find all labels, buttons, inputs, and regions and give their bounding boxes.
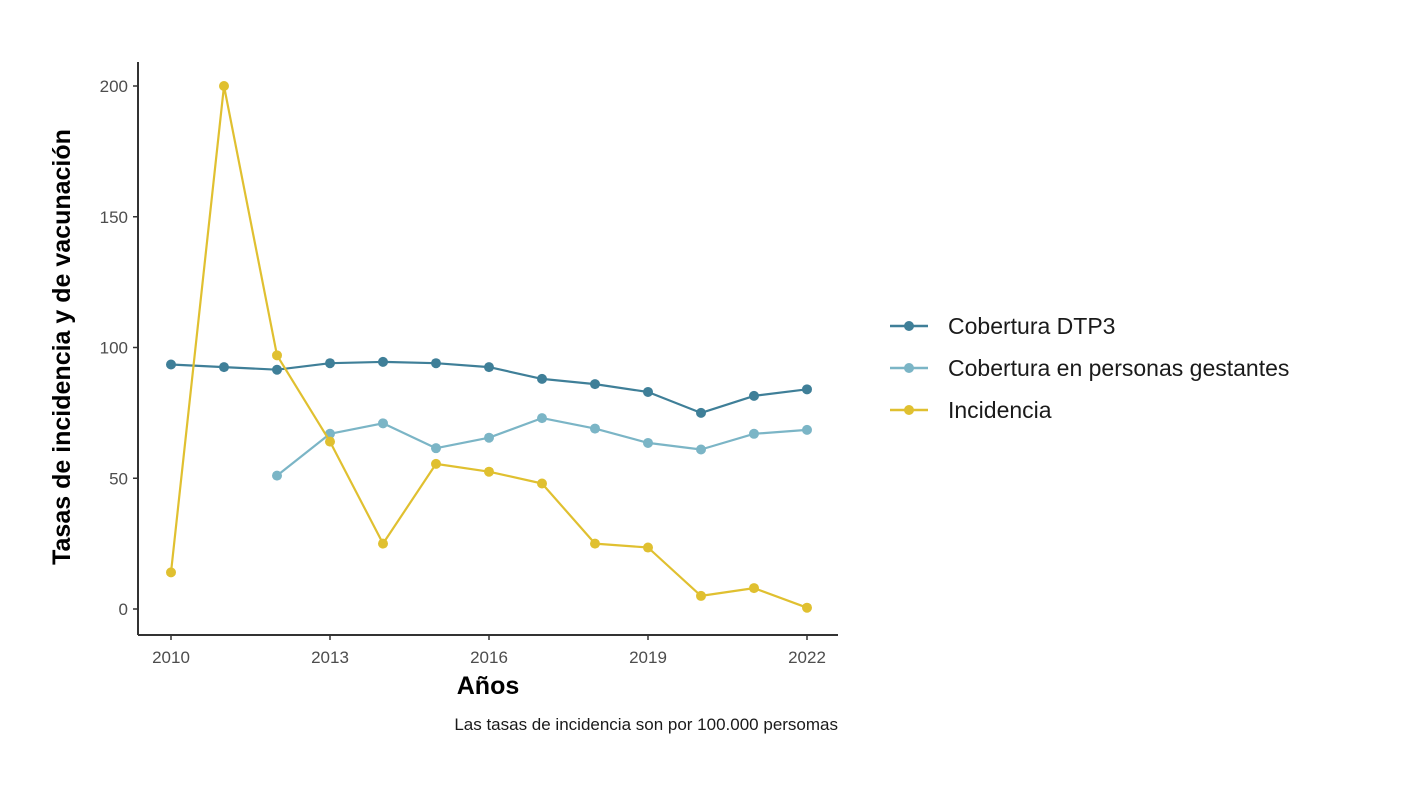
data-point <box>272 470 282 481</box>
x-tick-label: 2022 <box>788 648 826 667</box>
legend-key-point <box>904 321 914 331</box>
y-tick-label: 200 <box>100 77 128 96</box>
series-1 <box>272 413 812 481</box>
data-point <box>537 373 547 384</box>
data-point <box>643 437 653 448</box>
legend: Cobertura DTP3 Cobertura en personas gest… <box>890 313 1289 423</box>
series-line <box>169 84 808 609</box>
data-point <box>325 358 335 369</box>
data-point <box>166 359 176 370</box>
x-tick-label: 2019 <box>629 648 667 667</box>
data-point <box>378 538 388 549</box>
data-point <box>696 444 706 455</box>
data-point <box>272 364 282 375</box>
legend-label: Cobertura en personas gestantes <box>948 355 1289 381</box>
data-point <box>749 428 759 439</box>
data-point <box>802 384 812 395</box>
data-point <box>378 356 388 367</box>
x-tick-label: 2013 <box>311 648 349 667</box>
y-tick-label: 150 <box>100 208 128 227</box>
data-point <box>590 379 600 390</box>
data-point <box>802 602 812 613</box>
data-point <box>590 538 600 549</box>
series-0 <box>166 356 812 418</box>
legend-item: Cobertura en personas gestantes <box>890 355 1289 381</box>
data-point <box>272 350 282 361</box>
y-axis-title: Tasas de incidencia y de vacunación <box>48 129 76 565</box>
data-point <box>166 567 176 578</box>
data-point <box>431 443 441 454</box>
data-point <box>484 466 494 477</box>
chart-caption: Las tasas de incidencia son por 100.000 … <box>454 715 838 734</box>
data-point <box>749 583 759 594</box>
series-layer <box>166 81 812 613</box>
data-point <box>537 478 547 489</box>
data-point <box>696 590 706 601</box>
legend-key-point <box>904 363 914 373</box>
y-tick-label: 100 <box>100 339 128 358</box>
data-point <box>378 418 388 429</box>
x-axis-title: Años <box>457 672 520 700</box>
data-point <box>802 424 812 435</box>
x-tick-label: 2016 <box>470 648 508 667</box>
data-point <box>431 458 441 469</box>
data-point <box>749 390 759 401</box>
data-point <box>219 362 229 373</box>
data-point <box>643 542 653 553</box>
data-point <box>484 432 494 443</box>
axes-layer: 0 50 100 150 200 2010 2013 2016 2019 2022 <box>100 62 838 667</box>
legend-item: Incidencia <box>890 397 1052 423</box>
series-line <box>276 417 808 477</box>
data-point <box>431 358 441 369</box>
legend-key-point <box>904 405 914 415</box>
legend-item: Cobertura DTP3 <box>890 313 1115 339</box>
data-point <box>484 362 494 373</box>
legend-label: Cobertura DTP3 <box>948 313 1115 339</box>
y-tick-label: 50 <box>109 469 128 488</box>
data-point <box>219 81 229 91</box>
data-point <box>590 423 600 434</box>
legend-label: Incidencia <box>948 397 1052 423</box>
y-tick-label: 0 <box>119 600 128 619</box>
data-point <box>643 386 653 397</box>
data-point <box>325 436 335 447</box>
data-point <box>537 413 547 424</box>
data-point <box>696 407 706 418</box>
series-2 <box>166 81 812 613</box>
x-tick-label: 2010 <box>152 648 190 667</box>
